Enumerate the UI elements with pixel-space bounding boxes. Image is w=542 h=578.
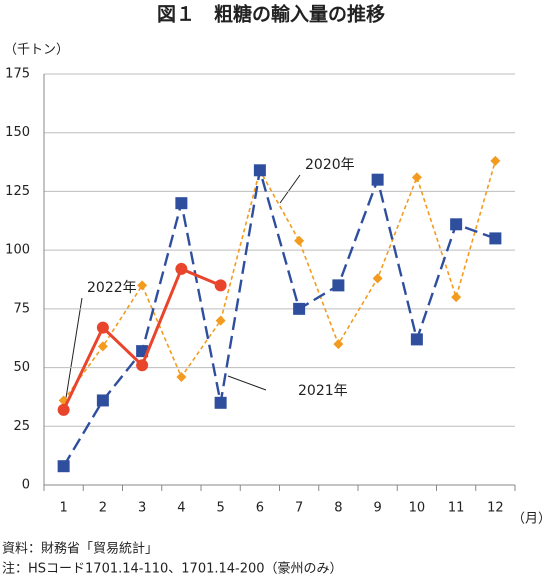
x-tick-label: 10	[409, 501, 426, 516]
marker	[96, 394, 109, 407]
marker	[214, 279, 227, 292]
x-tick-label: 7	[295, 501, 303, 516]
leader-line	[227, 375, 267, 391]
x-unit: （月）	[512, 512, 542, 527]
marker	[215, 315, 226, 326]
y-tick-label: 125	[5, 184, 30, 199]
marker	[294, 235, 305, 246]
marker	[332, 279, 345, 292]
marker	[57, 403, 70, 416]
x-tick-label: 12	[487, 501, 504, 516]
x-tick-label: 11	[448, 501, 465, 516]
marker	[253, 164, 266, 177]
x-tick-label: 1	[59, 501, 67, 516]
leader-line	[65, 297, 83, 399]
marker	[137, 280, 148, 291]
chart-title: 図１ 粗糖の輸入量の推移	[157, 3, 385, 26]
marker	[451, 292, 462, 303]
marker	[410, 333, 423, 346]
x-tick-label: 4	[177, 501, 185, 516]
marker	[175, 262, 188, 275]
x-tick-label: 6	[256, 501, 264, 516]
marker	[175, 197, 188, 210]
marker	[490, 155, 501, 166]
x-tick-label: 5	[216, 501, 224, 516]
marker	[411, 172, 422, 183]
y-tick-label: 50	[13, 360, 30, 375]
marker	[57, 460, 70, 473]
x-tick-label: 2	[99, 501, 107, 516]
marker	[450, 218, 463, 231]
marker	[293, 302, 306, 315]
x-tick-label: 3	[138, 501, 146, 516]
note: 注：HSコード1701.14-110、1701.14-200（豪州のみ）	[2, 561, 343, 577]
y-unit: （千トン）	[4, 43, 69, 58]
marker	[489, 232, 502, 245]
y-tick-label: 100	[5, 243, 30, 258]
series-line	[62, 160, 497, 401]
series-label: 2021年	[298, 383, 348, 399]
y-tick-label: 75	[13, 301, 30, 316]
marker	[214, 396, 227, 409]
x-tick-label: 9	[373, 501, 381, 516]
series-label: 2022年	[87, 280, 137, 296]
marker	[333, 339, 344, 350]
marker	[371, 173, 384, 186]
x-tick-label: 8	[334, 501, 342, 516]
leader-line	[279, 174, 301, 204]
note: 資料：財務省「貿易統計」	[2, 541, 158, 557]
series-label: 2020年	[305, 157, 355, 173]
marker	[372, 273, 383, 284]
marker	[97, 341, 108, 352]
series-line	[62, 169, 496, 467]
marker	[176, 371, 187, 382]
y-tick-label: 0	[22, 478, 30, 493]
y-tick-label: 25	[13, 419, 30, 434]
marker	[136, 359, 149, 372]
y-tick-label: 175	[5, 67, 30, 82]
y-tick-label: 150	[5, 125, 30, 140]
marker	[96, 321, 109, 334]
